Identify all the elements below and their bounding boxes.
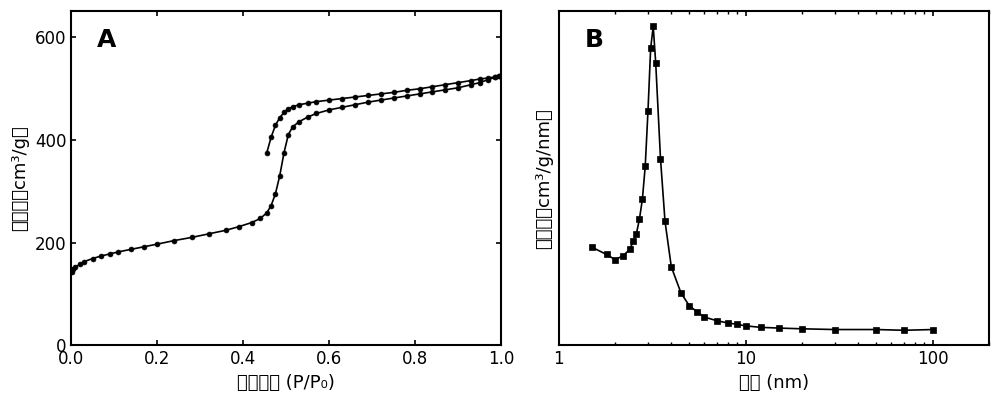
Y-axis label: 吸附量（cm³/g）: 吸附量（cm³/g）	[11, 125, 29, 231]
X-axis label: 孔径 (nm): 孔径 (nm)	[739, 374, 809, 392]
Text: B: B	[585, 28, 604, 52]
X-axis label: 相对压力 (P/P₀): 相对压力 (P/P₀)	[237, 374, 335, 392]
Y-axis label: 孔体积（cm³/g/nm）: 孔体积（cm³/g/nm）	[535, 108, 553, 249]
Text: A: A	[97, 28, 116, 52]
